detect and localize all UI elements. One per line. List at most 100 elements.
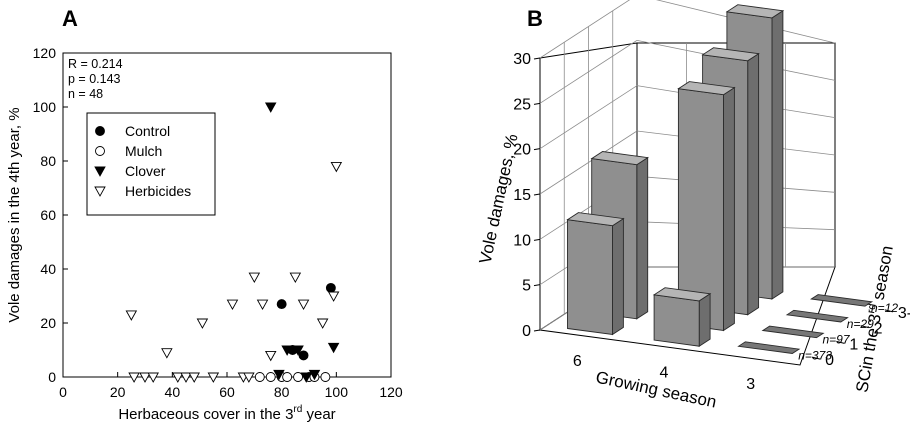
panel-b-x-axis-label: Growing season [594, 368, 718, 412]
bar-top [590, 151, 649, 166]
y-tick-label: 25 [513, 96, 531, 113]
panel-a-x-axis-label: Herbaceous cover in the 3rd year [118, 404, 335, 423]
data-point-herbicides [226, 299, 239, 311]
data-point-mulch [282, 372, 293, 382]
data-point-control [298, 350, 309, 361]
sc-tick-mark [836, 340, 845, 344]
bar-side [698, 292, 711, 348]
data-point-mulch [254, 372, 265, 382]
n-label: n=12 [871, 301, 898, 315]
y-tick-mark [533, 238, 541, 241]
y-tick-label: 80 [40, 153, 56, 169]
bar-side [612, 217, 624, 336]
x-tick-label: 100 [325, 384, 349, 400]
stat-line: R = 0.214 [68, 57, 123, 71]
data-point-mulch [320, 372, 331, 382]
data-point-clover [308, 369, 321, 381]
sc-tick-label: 2 [874, 321, 883, 338]
data-point-herbicides [243, 372, 255, 383]
panel-a-points [125, 102, 343, 383]
data-point-control [276, 299, 287, 310]
y-tick-label: 0 [522, 323, 531, 340]
data-point-clover [300, 372, 313, 383]
panel-a-y-ticks: 0 20 40 60 80 100 120 [33, 45, 68, 385]
x-tick-label: 60 [219, 384, 235, 400]
legend-label-clover: Clover [125, 163, 166, 179]
bar-top [652, 287, 712, 302]
y-tick-mark [533, 329, 541, 332]
data-point-herbicides [180, 372, 192, 383]
y-tick-label: 40 [40, 261, 56, 277]
sc-tick-label: 3-4 [898, 305, 910, 322]
data-point-clover [327, 342, 340, 354]
legend-label-control: Control [125, 123, 170, 139]
data-point-herbicides [172, 372, 184, 383]
y-tick-label: 20 [40, 315, 56, 331]
data-point-herbicides [147, 372, 159, 383]
y-tick-label: 10 [513, 232, 531, 249]
data-point-herbicides [139, 372, 151, 383]
stat-line: p = 0.143 [68, 72, 121, 86]
y-tick-mark [533, 57, 541, 60]
data-point-clover [292, 345, 304, 356]
legend-marker-mulch [95, 146, 105, 156]
data-point-herbicides [161, 348, 173, 359]
panel-b-bars [566, 4, 785, 348]
panel-b-zero-bars [737, 294, 874, 354]
bar-top [725, 4, 785, 19]
n-label: n=29 [847, 317, 874, 331]
data-point-control [325, 282, 336, 293]
bar-top [701, 47, 760, 62]
bar [566, 212, 625, 336]
panel-a-label: A [62, 6, 78, 31]
season-tick-label: 3 [746, 376, 755, 393]
bar-side [636, 156, 649, 320]
y-tick-mark [533, 284, 541, 287]
bar-zero [785, 309, 849, 323]
season-tick-label: 6 [573, 353, 582, 370]
bar-top [677, 81, 736, 96]
sc-tick-mark [884, 309, 893, 313]
data-point-herbicides [196, 318, 209, 329]
y-tick-mark [533, 193, 541, 196]
panel-b-sc-ticks: 012 3-4 [812, 305, 910, 369]
data-point-herbicides [327, 291, 340, 302]
legend-label-mulch: Mulch [125, 143, 162, 159]
legend-marker-clover [94, 166, 106, 177]
data-point-mulch [265, 372, 276, 382]
bar-front [567, 219, 613, 336]
y-tick-label: 0 [48, 369, 56, 385]
y-tick-mark [533, 102, 541, 105]
legend-marker-herbicides [94, 186, 106, 197]
panel-b-label: B [527, 6, 543, 31]
season-tick-label: 4 [660, 365, 669, 382]
data-point-herbicides [316, 318, 329, 329]
panel-b-x-ticks: 6 4 3 [573, 353, 755, 393]
sc-tick-mark [812, 356, 821, 360]
bar-zero [737, 341, 801, 354]
x-tick-label: 120 [379, 384, 403, 400]
data-point-clover [281, 345, 293, 356]
y-tick-label: 120 [33, 45, 57, 61]
x-tick-label: 0 [59, 384, 67, 400]
bar-side [747, 52, 760, 316]
data-point-herbicides [248, 272, 261, 284]
data-point-herbicides [297, 299, 310, 311]
bar-zero [810, 294, 874, 307]
x-tick-label: 20 [110, 384, 126, 400]
panel-b-y-ticks: 0 5 10 15 20 25 30 [513, 51, 541, 340]
sc-tick-label: 1 [849, 336, 858, 353]
panel-a-legend: Control Mulch Clover Herbicides [86, 112, 216, 216]
y-tick-label: 30 [513, 51, 531, 68]
data-point-herbicides [188, 372, 200, 383]
data-point-herbicides [264, 350, 277, 362]
data-point-herbicides [330, 161, 343, 173]
y-tick-label: 20 [513, 142, 531, 159]
y-tick-label: 60 [40, 207, 56, 223]
bar [677, 81, 736, 332]
data-point-herbicides [125, 310, 138, 321]
